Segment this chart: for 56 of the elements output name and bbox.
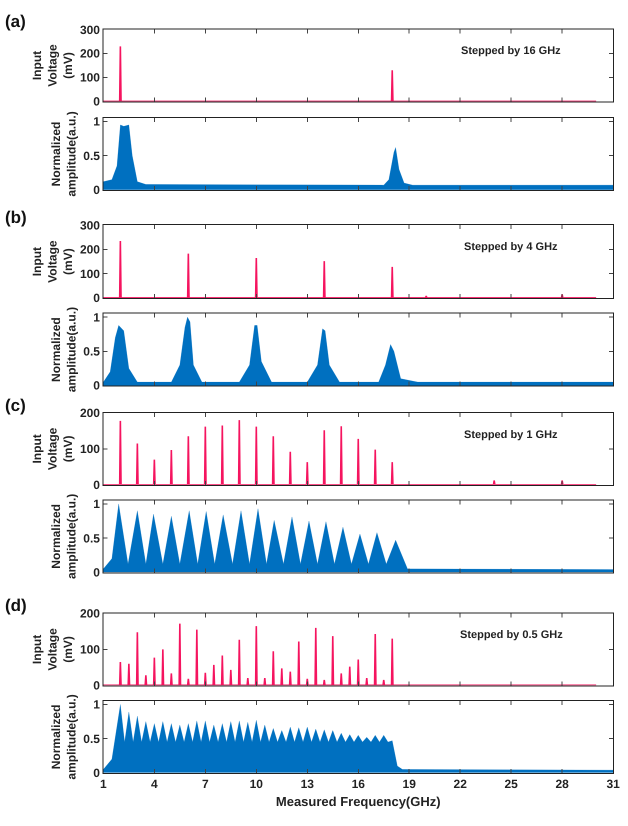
y-tick-label: 0.5 [83,732,100,746]
x-tick-label: 25 [504,777,518,792]
y-tick-label: 0 [93,94,100,109]
text: (d) [5,596,27,615]
y-axis-title: Input Voltage (mV) [30,427,76,470]
y-tick-label: 1 [93,497,100,512]
y-axis-title: Normalized amplitude(a.u.) [48,306,79,392]
y-tick-label: 200 [80,406,100,420]
y-tick-label: 200 [80,46,100,61]
y-tick-label: 100 [80,70,100,85]
x-tick-label: 22 [454,777,468,792]
x-tick-label: 10 [250,777,264,792]
y-axis-title: Input Voltage (mV) [30,628,76,671]
x-tick-label: 7 [202,777,209,792]
annotation: Stepped by 4 GHz [464,241,558,253]
y-tick-label: 1 [93,698,100,712]
y-tick-label: 0.5 [83,148,100,163]
y-tick-label: 100 [80,266,100,281]
x-tick-label: 19 [402,777,416,792]
y-tick-label: 200 [80,606,100,621]
y-tick-label: 0 [93,478,100,492]
annotation: Stepped by 0.5 GHz [460,629,564,641]
x-tick-label: 4 [151,777,158,792]
y-tick-label: 0 [93,766,100,780]
y-tick-label: 0 [93,291,100,306]
text: (b) [5,208,27,227]
y-tick-label: 200 [80,242,100,257]
y-tick-label: 0 [93,678,100,692]
y-axis-title: Normalized amplitude(a.u.) [48,494,79,580]
line-series [103,419,597,485]
y-tick-label: 100 [80,642,100,657]
y-tick-label: 300 [80,218,100,232]
y-axis-title: Normalized amplitude(a.u.) [48,111,79,197]
y-axis-title: Input Voltage (mV) [30,44,76,87]
x-tick-label: 31 [606,777,620,792]
annotation: Stepped by 1 GHz [464,429,558,441]
x-axis-title: Measured Frequency(GHz) [276,794,441,809]
annotation: Stepped by 16 GHz [461,45,562,57]
y-tick-label: 0 [93,565,100,580]
y-tick-label: 100 [80,442,100,456]
y-tick-label: 300 [80,22,100,37]
line-series [103,240,597,298]
line-series [103,622,597,686]
x-tick-label: 13 [300,777,314,792]
y-axis-title: Input Voltage (mV) [30,240,76,283]
y-tick-label: 1 [93,310,100,324]
y-tick-label: 1 [93,114,100,129]
y-axis-title: Normalized amplitude(a.u.) [48,694,79,780]
y-tick-label: 0.5 [83,531,100,546]
y-tick-label: 0 [93,183,100,198]
x-tick-label: 16 [352,777,366,792]
text: (a) [5,12,26,31]
y-tick-label: 0.5 [83,344,100,358]
text: (c) [5,396,26,415]
x-tick-label: 28 [555,777,570,792]
y-tick-label: 0 [93,378,100,393]
